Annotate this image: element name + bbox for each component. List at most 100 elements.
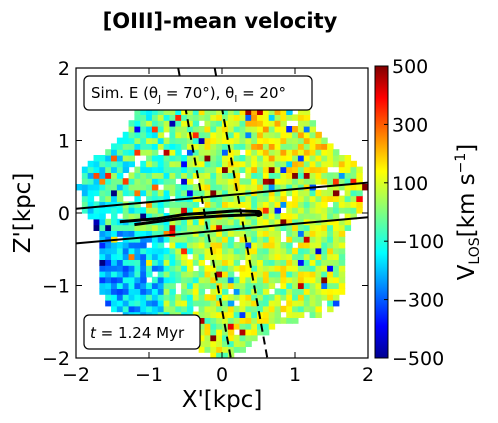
velocity-cell [222, 329, 229, 336]
velocity-cell [292, 236, 299, 243]
velocity-cell [227, 265, 235, 272]
velocity-cell [204, 300, 211, 307]
velocity-cell [134, 265, 141, 272]
velocity-cell [128, 253, 135, 260]
velocity-cell [251, 201, 258, 208]
velocity-cell [303, 236, 311, 243]
velocity-cell [239, 346, 246, 353]
velocity-cell [268, 265, 276, 272]
velocity-cell [227, 247, 235, 255]
velocity-cell [280, 189, 287, 197]
velocity-cell [105, 253, 112, 260]
velocity-cell [245, 265, 252, 272]
velocity-cell [204, 265, 211, 272]
velocity-cell [262, 253, 270, 260]
velocity-cell [297, 259, 305, 266]
velocity-cell [280, 178, 287, 185]
velocity-cell [128, 276, 135, 284]
velocity-cell [315, 143, 322, 150]
velocity-cell [321, 155, 328, 162]
velocity-cell [297, 172, 305, 179]
velocity-cell [292, 230, 299, 237]
velocity-cell [233, 265, 241, 272]
velocity-cell [280, 288, 287, 295]
velocity-cell [356, 195, 363, 202]
velocity-cell [268, 242, 276, 249]
velocity-cell [216, 253, 223, 260]
velocity-cell [297, 120, 305, 127]
colorbar-tick-label: 500 [392, 56, 428, 78]
velocity-cell [169, 126, 176, 133]
velocity-cell [216, 137, 223, 144]
velocity-cell [262, 195, 270, 202]
velocity-cell [169, 253, 176, 260]
velocity-cell [111, 265, 118, 272]
velocity-cell [87, 160, 95, 168]
velocity-cell [309, 224, 317, 231]
velocity-cell [297, 247, 305, 255]
velocity-cell [274, 259, 281, 266]
velocity-cell [239, 195, 246, 202]
velocity-cell [222, 178, 229, 185]
velocity-cell [151, 131, 159, 139]
velocity-cell [210, 329, 217, 336]
velocity-cell [262, 276, 270, 284]
velocity-cell [251, 230, 258, 237]
velocity-cell [227, 126, 235, 133]
velocity-cell [262, 311, 270, 318]
velocity-cell [128, 178, 135, 185]
velocity-cell [239, 265, 246, 272]
velocity-cell [181, 143, 188, 150]
velocity-cell [292, 207, 299, 214]
velocity-cell [151, 178, 159, 185]
velocity-cell [332, 276, 340, 284]
velocity-cell [268, 178, 276, 185]
velocity-cell [227, 340, 235, 347]
velocity-cell [268, 189, 276, 197]
velocity-cell [198, 172, 206, 179]
velocity-cell [332, 271, 340, 278]
velocity-cell [262, 230, 270, 237]
velocity-cell [321, 288, 328, 295]
velocity-cell [251, 195, 258, 202]
velocity-cell [216, 334, 223, 342]
velocity-cell [181, 288, 188, 295]
velocity-cell [216, 236, 223, 243]
velocity-cell [175, 189, 182, 197]
velocity-cell [192, 288, 200, 295]
velocity-cell [210, 265, 217, 272]
velocity-cell [175, 300, 182, 307]
velocity-cell [309, 265, 317, 272]
y-tick-label: 1 [58, 131, 70, 153]
velocity-cell [309, 149, 317, 156]
velocity-cell [116, 294, 124, 301]
velocity-cell [292, 201, 299, 208]
velocity-cell [105, 282, 112, 289]
velocity-cell [186, 300, 194, 307]
velocity-cell [262, 120, 270, 127]
velocity-cell [274, 114, 281, 121]
velocity-cell [204, 218, 211, 226]
velocity-cell [309, 120, 317, 127]
velocity-cell [274, 108, 281, 115]
velocity-cell [274, 294, 281, 301]
velocity-cell [233, 340, 241, 347]
velocity-cell [128, 207, 135, 214]
velocity-cell [245, 108, 252, 115]
velocity-cell [134, 236, 141, 243]
velocity-cell [286, 305, 293, 313]
velocity-cell [87, 184, 95, 191]
velocity-cell [169, 259, 176, 266]
velocity-cell [216, 340, 223, 347]
velocity-cell [186, 271, 194, 278]
velocity-cell [210, 120, 217, 127]
velocity-cell [262, 224, 270, 231]
velocity-cell [309, 207, 317, 214]
velocity-cell [105, 294, 112, 301]
velocity-cell [309, 236, 317, 243]
velocity-cell [151, 259, 159, 266]
velocity-cell [134, 189, 141, 197]
velocity-cell [151, 126, 159, 133]
velocity-cell [105, 149, 112, 156]
velocity-cell [140, 149, 147, 156]
